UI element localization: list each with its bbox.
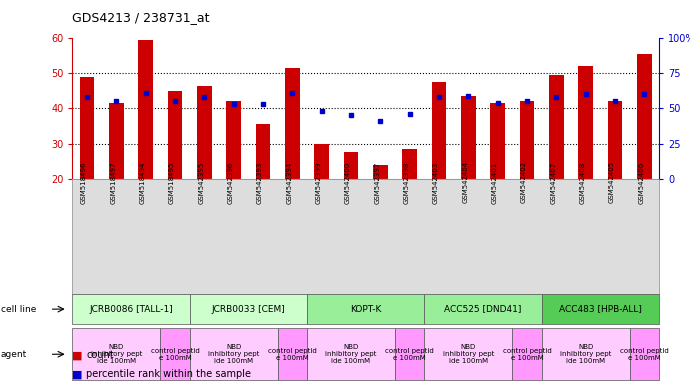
Text: NBD
inhibitory pept
ide 100mM: NBD inhibitory pept ide 100mM: [326, 344, 377, 364]
Text: GSM542408: GSM542408: [580, 161, 586, 204]
Bar: [344, 152, 358, 179]
Text: GSM518496: GSM518496: [81, 161, 87, 204]
Bar: [197, 86, 212, 179]
Text: GSM542393: GSM542393: [257, 161, 263, 204]
Text: GSM542402: GSM542402: [521, 161, 527, 204]
Text: GSM542405: GSM542405: [609, 161, 615, 204]
Text: cell line: cell line: [1, 305, 36, 314]
Text: GSM518495: GSM518495: [169, 161, 175, 204]
Bar: [432, 82, 446, 179]
Text: JCRB0086 [TALL-1]: JCRB0086 [TALL-1]: [89, 305, 173, 314]
Text: ■: ■: [72, 369, 83, 379]
Bar: [80, 77, 95, 179]
Text: control peptid
e 100mM: control peptid e 100mM: [620, 348, 669, 361]
Text: GSM542400: GSM542400: [345, 161, 351, 204]
Text: GSM542394: GSM542394: [286, 161, 293, 204]
Bar: [402, 149, 417, 179]
Text: GSM542399: GSM542399: [316, 161, 322, 204]
Text: NBD
inhibitory pept
ide 100mM: NBD inhibitory pept ide 100mM: [443, 344, 494, 364]
Text: GSM542398: GSM542398: [404, 161, 410, 204]
Bar: [461, 96, 475, 179]
Bar: [256, 124, 270, 179]
Text: GSM542403: GSM542403: [433, 161, 439, 204]
Text: NBD
inhibitory pept
ide 100mM: NBD inhibitory pept ide 100mM: [208, 344, 259, 364]
Text: KOPT-K: KOPT-K: [350, 305, 382, 314]
Text: GSM542406: GSM542406: [638, 161, 644, 204]
Text: percentile rank within the sample: percentile rank within the sample: [86, 369, 251, 379]
Bar: [139, 40, 153, 179]
Bar: [285, 68, 299, 179]
Bar: [491, 103, 505, 179]
Text: GSM542404: GSM542404: [462, 161, 469, 204]
Bar: [168, 91, 182, 179]
Text: NBD
inhibitory pept
ide 100mM: NBD inhibitory pept ide 100mM: [91, 344, 142, 364]
Text: agent: agent: [1, 350, 27, 359]
Text: control peptid
e 100mM: control peptid e 100mM: [502, 348, 551, 361]
Text: ■: ■: [72, 350, 83, 360]
Text: count: count: [86, 350, 114, 360]
Text: GSM518497: GSM518497: [110, 161, 117, 204]
Bar: [637, 54, 651, 179]
Text: GDS4213 / 238731_at: GDS4213 / 238731_at: [72, 12, 210, 25]
Bar: [578, 66, 593, 179]
Bar: [226, 101, 241, 179]
Bar: [315, 144, 329, 179]
Text: control peptid
e 100mM: control peptid e 100mM: [268, 348, 317, 361]
Text: NBD
inhibitory pept
ide 100mM: NBD inhibitory pept ide 100mM: [560, 344, 611, 364]
Text: GSM542397: GSM542397: [375, 161, 380, 204]
Text: JCRB0033 [CEM]: JCRB0033 [CEM]: [212, 305, 285, 314]
Bar: [373, 165, 388, 179]
Text: GSM542407: GSM542407: [551, 161, 556, 204]
Text: GSM542396: GSM542396: [228, 161, 234, 204]
Text: control peptid
e 100mM: control peptid e 100mM: [385, 348, 434, 361]
Bar: [520, 101, 534, 179]
Text: control peptid
e 100mM: control peptid e 100mM: [150, 348, 199, 361]
Text: GSM542401: GSM542401: [492, 161, 497, 204]
Bar: [109, 103, 124, 179]
Text: GSM542395: GSM542395: [199, 161, 204, 204]
Text: GSM518494: GSM518494: [140, 161, 146, 204]
Text: ACC483 [HPB-ALL]: ACC483 [HPB-ALL]: [559, 305, 642, 314]
Bar: [608, 101, 622, 179]
Text: ACC525 [DND41]: ACC525 [DND41]: [444, 305, 522, 314]
Bar: [549, 75, 564, 179]
